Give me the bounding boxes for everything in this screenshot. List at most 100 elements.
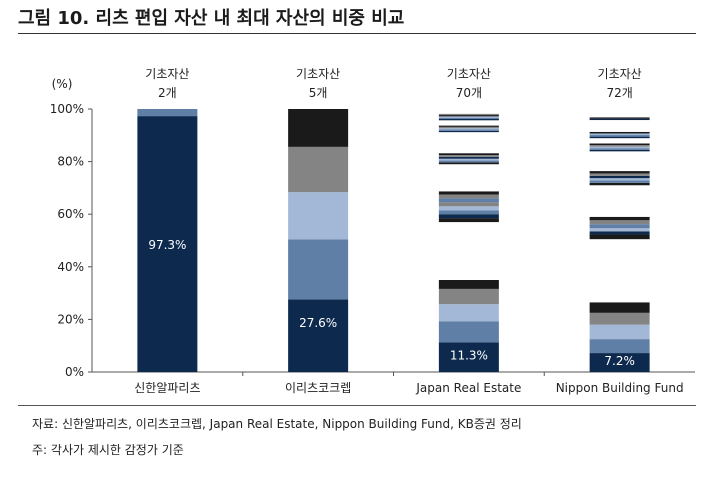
bar-segment bbox=[589, 133, 650, 136]
bar-segment bbox=[589, 324, 650, 340]
bar-segment bbox=[589, 231, 650, 235]
y-tick-label: 80% bbox=[57, 155, 84, 169]
asset-count: 2개 bbox=[158, 86, 177, 100]
bar-segment bbox=[438, 288, 499, 305]
y-tick-label: 40% bbox=[57, 260, 84, 274]
bar-segment bbox=[438, 153, 499, 156]
asset-count: 70개 bbox=[456, 86, 482, 100]
bar-segment bbox=[589, 146, 650, 149]
bar-segment bbox=[589, 145, 650, 147]
bar-segment bbox=[589, 339, 650, 354]
bar-segment bbox=[288, 109, 349, 147]
bar-segment bbox=[438, 132, 499, 154]
asset-count: 5개 bbox=[309, 86, 328, 100]
bar-segment bbox=[438, 156, 499, 159]
bar-segment bbox=[589, 178, 650, 181]
bar-segment bbox=[589, 182, 650, 186]
x-category-label: Nippon Building Fund bbox=[556, 381, 684, 395]
bar-segment bbox=[589, 239, 650, 303]
x-category-label: 이리츠코크렙 bbox=[285, 381, 351, 395]
bar-segment bbox=[438, 158, 499, 161]
bar-segment bbox=[137, 116, 198, 372]
bar-segment bbox=[589, 234, 650, 240]
bar-segment bbox=[589, 312, 650, 325]
data-label: 97.3% bbox=[148, 238, 186, 252]
bar-segment bbox=[438, 128, 499, 130]
bar-segment bbox=[438, 117, 499, 119]
data-label: 27.6% bbox=[299, 316, 337, 330]
bar-segment bbox=[589, 171, 650, 174]
x-category-label: 신한알파리츠 bbox=[134, 381, 200, 395]
asset-count: 72개 bbox=[606, 86, 632, 100]
bar-segment bbox=[589, 173, 650, 176]
bar-segment bbox=[288, 192, 349, 240]
bar-segment bbox=[438, 194, 499, 199]
footnote: 주: 각사가 제시한 감정가 기준 bbox=[32, 443, 184, 457]
bar-segment bbox=[438, 118, 499, 121]
bar-segment bbox=[589, 175, 650, 179]
bar-segment bbox=[288, 239, 349, 300]
bar-segment bbox=[438, 279, 499, 289]
bar-segment bbox=[589, 216, 650, 221]
bar-segment bbox=[438, 321, 499, 343]
bar-segment bbox=[438, 214, 499, 219]
bar-segment bbox=[438, 304, 499, 322]
chart-title: 그림 10. 리츠 편입 자산 내 최대 자산의 비중 비교 bbox=[18, 8, 405, 29]
bar-segment bbox=[589, 118, 650, 121]
bar-segment bbox=[438, 198, 499, 203]
bar-segment bbox=[589, 224, 650, 229]
bar-segment bbox=[438, 162, 499, 165]
bar-segment bbox=[438, 125, 499, 127]
asset-count-header: 기초자산 bbox=[447, 67, 491, 81]
y-tick-label: 100% bbox=[50, 102, 84, 116]
bar-segment bbox=[589, 185, 650, 217]
bar-segment bbox=[438, 210, 499, 215]
bar-segment bbox=[137, 109, 198, 117]
x-category-label: Japan Real Estate bbox=[415, 381, 521, 395]
bar-segment bbox=[589, 136, 650, 139]
bar-segment bbox=[438, 222, 499, 280]
bar-segment bbox=[589, 131, 650, 134]
bar-segment bbox=[589, 138, 650, 144]
bar-segment bbox=[589, 302, 650, 313]
bar-segment bbox=[288, 146, 349, 193]
bar-segment bbox=[438, 113, 499, 116]
footer-rule bbox=[18, 405, 696, 406]
bar-segment bbox=[438, 116, 499, 118]
asset-count-header: 기초자산 bbox=[598, 67, 642, 81]
asset-count-header: 기초자산 bbox=[296, 67, 340, 81]
bar-segment bbox=[589, 228, 650, 232]
y-tick-label: 60% bbox=[57, 207, 84, 221]
bar-segment bbox=[438, 155, 499, 157]
bar-segment bbox=[438, 109, 499, 114]
bar-segment bbox=[589, 220, 650, 225]
bar-segment bbox=[589, 120, 650, 132]
bar-segment bbox=[438, 218, 499, 223]
bar-segment bbox=[438, 160, 499, 163]
bar-segment bbox=[589, 353, 650, 372]
bar-segment bbox=[438, 191, 499, 195]
data-label: 11.3% bbox=[450, 349, 488, 363]
bar-segment bbox=[438, 164, 499, 192]
y-axis-unit-label: (%) bbox=[52, 77, 73, 91]
bar-segment bbox=[438, 202, 499, 207]
bar-segment bbox=[438, 206, 499, 211]
bar-segment bbox=[589, 117, 650, 119]
bar-segment bbox=[438, 115, 499, 117]
bar-segment bbox=[589, 148, 650, 150]
y-tick-label: 20% bbox=[57, 312, 84, 326]
bar-segment bbox=[438, 130, 499, 133]
bar-segment bbox=[589, 143, 650, 146]
data-label: 7.2% bbox=[604, 354, 635, 368]
asset-count-header: 기초자산 bbox=[145, 67, 189, 81]
title-rule bbox=[18, 33, 696, 34]
y-tick-label: 0% bbox=[65, 365, 84, 379]
source-note: 자료: 신한알파리츠, 이리츠코크렙, Japan Real Estate, N… bbox=[32, 417, 522, 431]
bar-segment bbox=[589, 151, 650, 172]
bar-segment bbox=[589, 135, 650, 137]
bar-segment bbox=[438, 120, 499, 126]
bar-segment bbox=[288, 299, 349, 372]
bar-segment bbox=[589, 149, 650, 152]
bar-segment bbox=[589, 180, 650, 183]
stacked-bar-chart: (%) 0% 20% 40% 60% 80% 100% 기초자산 2개 97.3% 신한알파리츠 기초… bbox=[50, 67, 695, 395]
